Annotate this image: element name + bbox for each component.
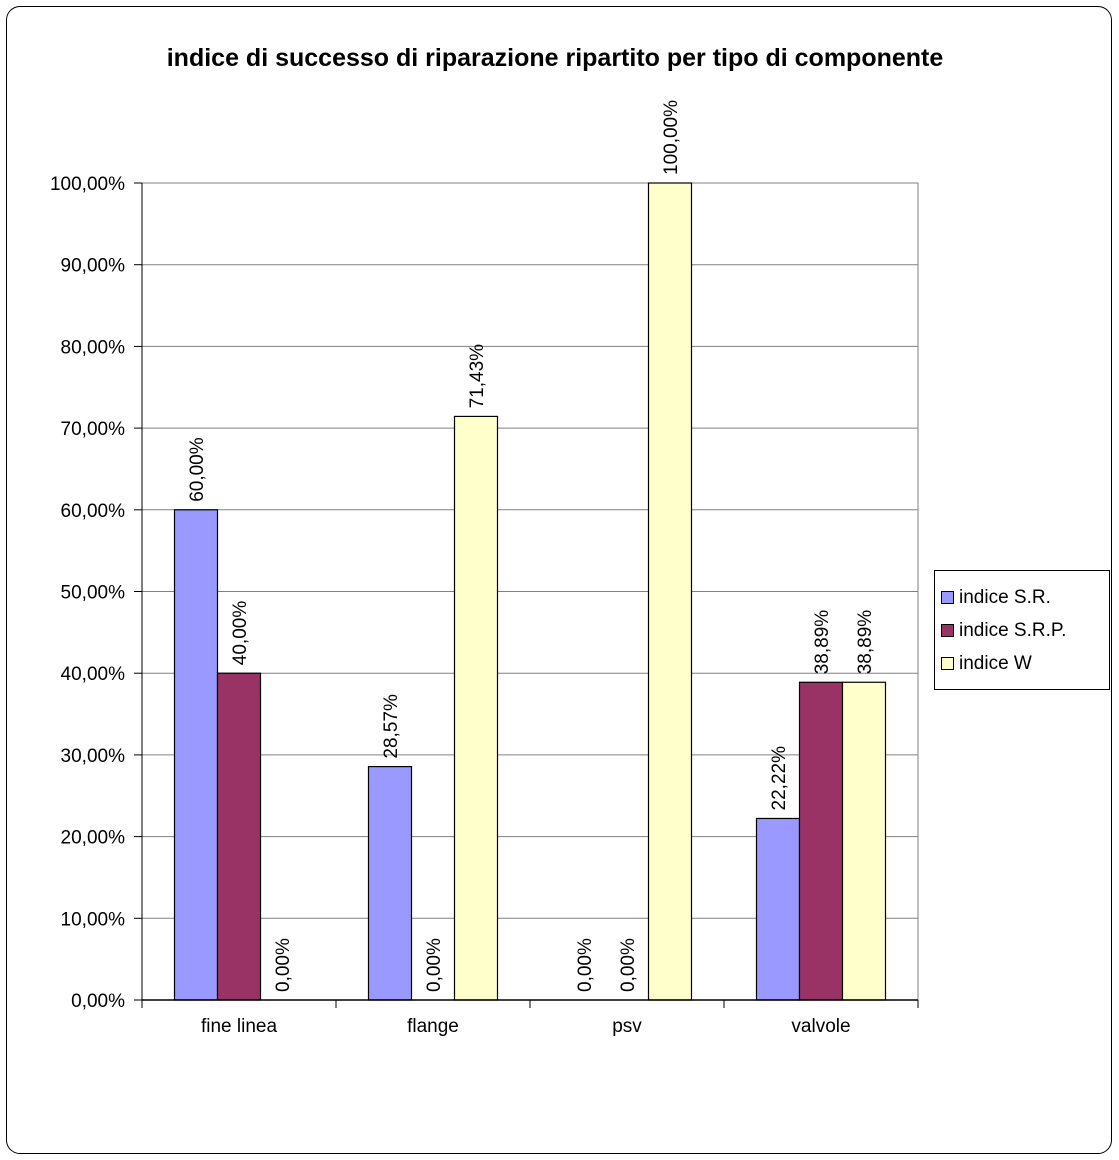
bar (841, 681, 887, 1001)
x-tick-label: flange (407, 1016, 459, 1037)
x-tick-label: valvole (791, 1016, 850, 1037)
bar (647, 182, 693, 1001)
gridlines (141, 182, 919, 1001)
y-tick-label: 90,00% (61, 256, 126, 277)
legend-item: indice S.R. (941, 581, 1109, 614)
data-label: 60,00% (187, 437, 208, 502)
x-tick-label: fine linea (201, 1016, 277, 1037)
chart-title: indice di successo di riparazione ripart… (166, 44, 944, 72)
legend-swatch (941, 657, 954, 670)
y-tick-label: 10,00% (61, 909, 126, 930)
bar (755, 817, 801, 1001)
legend-swatch (941, 624, 954, 637)
legend-swatch (941, 591, 954, 604)
y-tick-label: 70,00% (61, 419, 126, 440)
legend-item: indice W (941, 647, 1109, 680)
data-label: 22,22% (769, 746, 790, 811)
legend-label: indice S.R.P. (959, 619, 1067, 641)
legend-label: indice W (959, 652, 1032, 674)
bar (367, 765, 413, 1001)
data-label: 100,00% (661, 100, 682, 175)
y-tick-label: 20,00% (61, 828, 126, 849)
data-label: 71,43% (467, 344, 488, 409)
data-label: 0,00% (575, 938, 596, 992)
data-label: 0,00% (273, 938, 294, 992)
y-tick-label: 30,00% (61, 746, 126, 767)
legend: indice S.R. indice S.R.P. indice W (934, 570, 1110, 690)
bar (173, 509, 219, 1001)
legend-label: indice S.R. (959, 586, 1051, 608)
bar (216, 672, 262, 1001)
y-tick-label: 100,00% (50, 174, 125, 195)
data-label: 38,89% (812, 610, 833, 675)
y-tick-label: 80,00% (61, 337, 126, 358)
data-label: 28,57% (381, 694, 402, 759)
data-label: 38,89% (855, 610, 876, 675)
y-tick-label: 50,00% (61, 583, 126, 604)
bar (453, 415, 499, 1001)
data-label: 0,00% (618, 938, 639, 992)
axes (134, 182, 919, 1008)
x-tick-label: psv (612, 1016, 642, 1037)
bar (798, 681, 844, 1001)
tick-labels: 0,00% 10,00% 20,00% 30,00% 40,00% 50,00% 60,00… (50, 174, 851, 1037)
y-tick-label: 60,00% (61, 501, 126, 522)
y-tick-label: 40,00% (61, 664, 126, 685)
data-label: 0,00% (424, 938, 445, 992)
legend-item: indice S.R.P. (941, 614, 1109, 647)
data-labels: 60,00% 40,00% 0,00% 28,57% 0,00% 71,43% 0,00% 0… (187, 100, 876, 992)
data-label: 40,00% (230, 601, 251, 666)
y-tick-label: 0,00% (71, 991, 125, 1012)
